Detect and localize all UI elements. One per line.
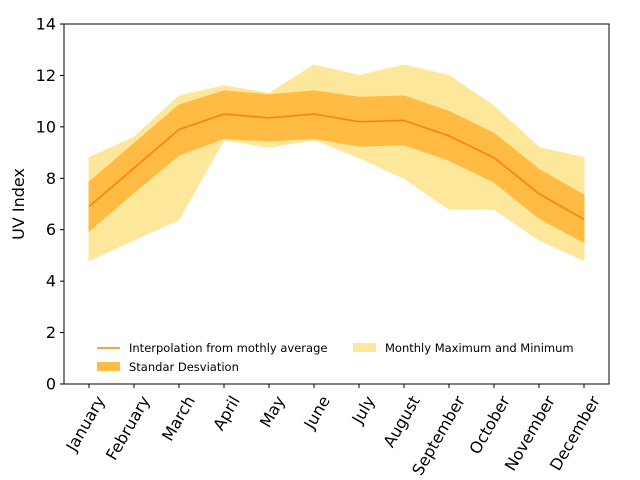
x-tick-label-june: June [299,393,333,434]
legend-swatch-minmax [353,343,376,352]
y-tick-label: 2 [46,323,56,342]
x-tick-label-february: February [102,393,154,464]
legend-label-line: Interpolation from mothly average [129,341,327,355]
y-tick-label: 12 [36,66,56,85]
y-tick-label: 14 [36,15,56,34]
x-tick-label-august: August [379,393,423,451]
average-line [88,113,585,221]
x-tick-label-july: July [348,393,379,428]
y-axis-label: UV Index [9,168,28,240]
legend: Interpolation from mothly average Standar… [97,341,574,374]
x-tick-label-may: May [256,393,289,431]
y-tick-label: 6 [46,220,56,239]
x-tick-label-april: April [209,393,244,434]
x-tick-label-october: October [465,392,514,457]
plot-area [88,64,585,262]
y-tick-label: 8 [46,169,56,188]
std-band [88,90,585,244]
y-tick-label: 10 [36,117,56,136]
x-tick-label-march: March [158,393,199,445]
x-tick-label-january: January [62,393,109,456]
legend-label-minmax: Monthly Maximum and Minimum [385,341,574,355]
plot-frame [63,23,610,385]
y-tick-label: 4 [46,272,56,291]
legend-swatch-std [97,362,120,371]
legend-item-std: Standar Desviation [97,360,239,374]
legend-item-line: Interpolation from mothly average [97,341,327,355]
legend-label-std: Standar Desviation [129,360,239,374]
legend-item-minmax: Monthly Maximum and Minimum [353,341,574,355]
y-tick-label: 0 [46,375,56,394]
